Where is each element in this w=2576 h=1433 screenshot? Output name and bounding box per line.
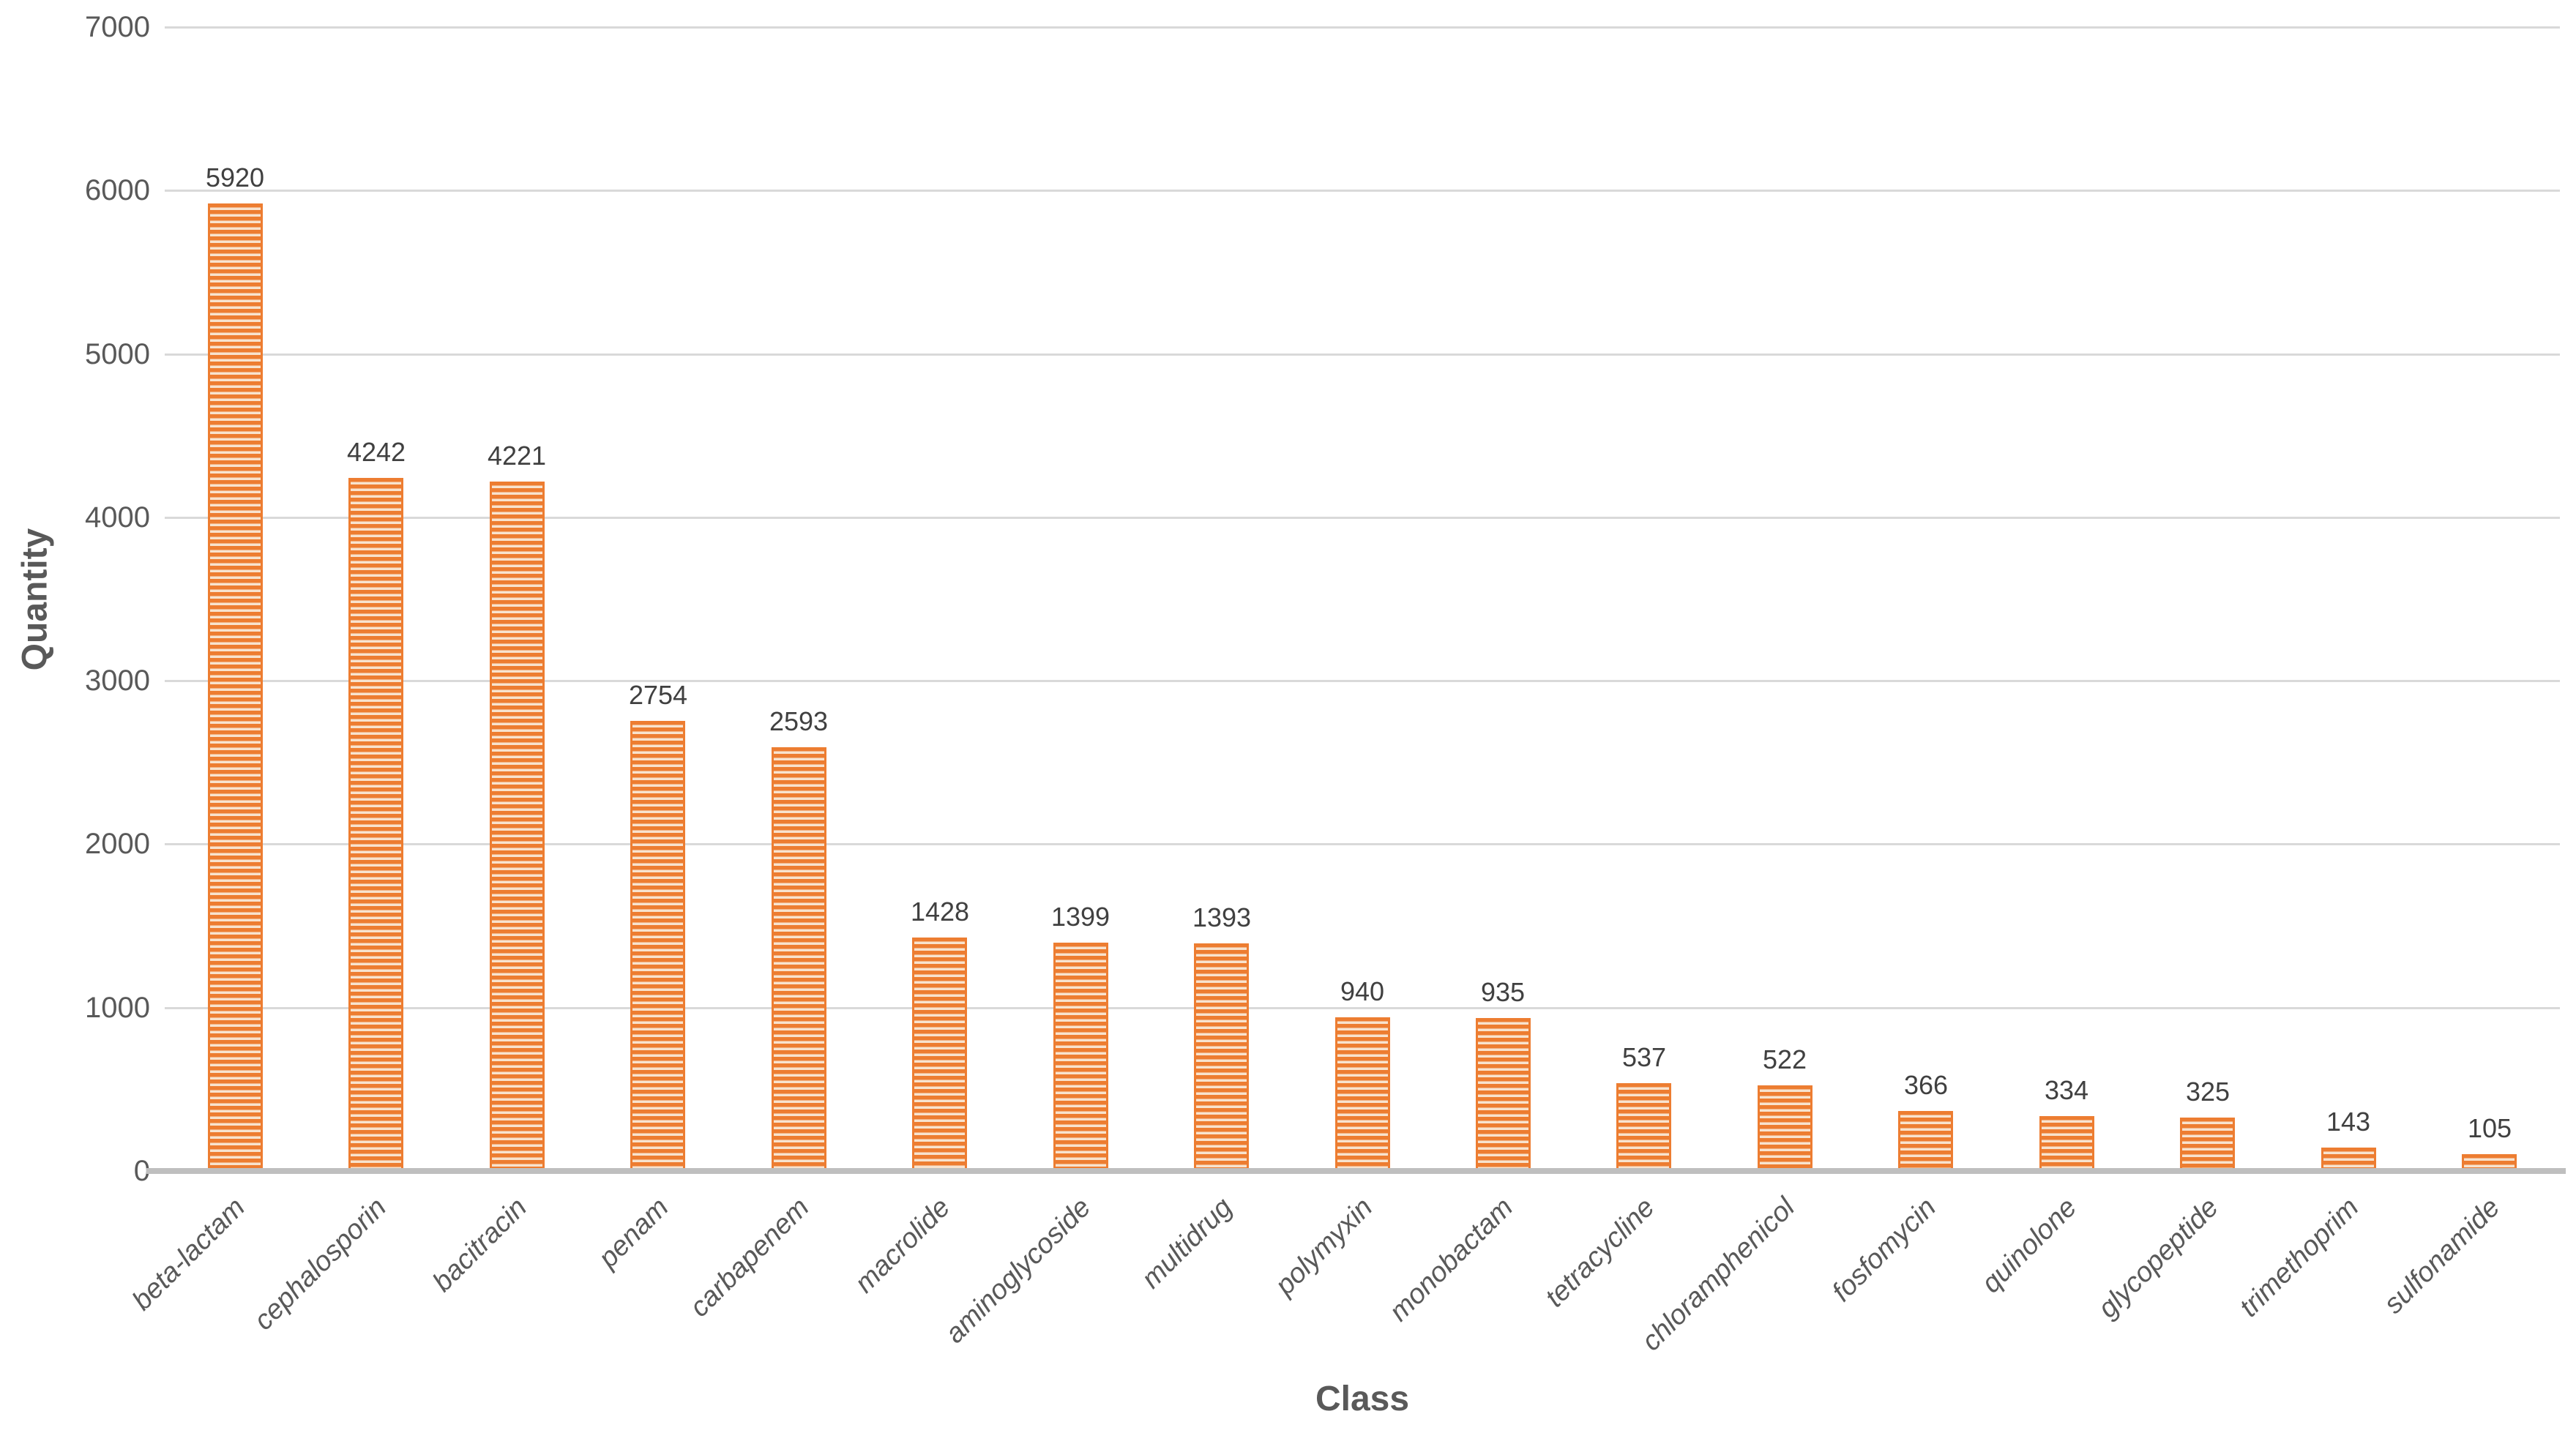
y-axis-title: Quantity [15,528,55,671]
bar [1758,1085,1812,1171]
category-label: quinolone [1976,1191,2083,1299]
bar-value-label: 366 [1903,1070,1949,1100]
category-label: glycopeptide [2091,1191,2225,1325]
gridline [165,843,2560,846]
bar-value-label: 143 [2326,1107,2371,1137]
category-label: fosfomycin [1826,1191,1943,1308]
bar-value-label: 1399 [1050,902,1110,932]
category-label: carbapenem [684,1191,815,1323]
bar [1194,943,1249,1171]
y-tick-label: 4000 [85,501,150,534]
category-label: macrolide [849,1191,957,1299]
bar [208,203,263,1171]
category-label: bacitracin [427,1191,534,1298]
bar [1898,1111,1953,1171]
x-axis-line [146,1168,2566,1174]
bar-value-label: 2593 [769,706,829,736]
y-tick-label: 0 [133,1155,150,1187]
bar [2180,1118,2235,1171]
bar-value-label: 1428 [910,897,970,927]
category-label: trimethoprim [2233,1191,2365,1323]
bar [490,482,545,1171]
bar-value-label: 105 [2467,1113,2512,1143]
y-tick-label: 6000 [85,174,150,207]
bar-value-label: 935 [1480,977,1526,1007]
bar-value-label: 334 [2044,1075,2089,1105]
bar [1476,1018,1531,1171]
bar-value-label: 522 [1762,1044,1807,1074]
y-tick-label: 2000 [85,828,150,861]
bar [2321,1148,2376,1171]
bar-value-label: 4221 [487,441,547,471]
category-label: cephalosporin [248,1191,393,1336]
bar [1616,1083,1671,1171]
category-label: polymyxin [1269,1191,1379,1301]
category-label: tetracycline [1539,1191,1661,1314]
gridline [165,190,2560,192]
bar [2039,1116,2094,1171]
bar-value-label: 325 [2185,1077,2230,1107]
bar-value-label: 537 [1621,1042,1667,1072]
bar [1335,1017,1390,1171]
category-label: penam [592,1191,675,1274]
gridline [165,26,2560,29]
bar [1053,943,1108,1171]
bar [630,721,685,1171]
category-label: aminoglycoside [939,1191,1097,1350]
y-tick-label: 5000 [85,337,150,370]
y-tick-label: 7000 [85,11,150,43]
y-tick-label: 3000 [85,665,150,697]
bar-value-label: 4242 [346,437,406,467]
category-label: sulfonamide [2378,1191,2506,1320]
gridline [165,1006,2560,1009]
y-tick-label: 1000 [85,991,150,1024]
bar-value-label: 1393 [1192,902,1252,932]
gridline [165,680,2560,683]
bar-value-label: 2754 [628,680,688,710]
bar-value-label: 940 [1340,976,1385,1006]
x-axis-title: Class [1315,1380,1410,1418]
plot-area: 5920 4242 4221 2754 2593 1428 1399 1393 940 935 53… [165,27,2560,1171]
gridline [165,516,2560,519]
bar [348,478,403,1171]
bar [772,747,826,1171]
bar-value-label: 5920 [205,162,265,192]
category-label: multidrug [1135,1191,1239,1295]
category-label: chloramphenicol [1636,1191,1802,1358]
category-label: beta-lactam [127,1191,252,1317]
bar [2462,1154,2517,1171]
category-label: monobactam [1384,1191,1520,1328]
bar [912,938,967,1171]
gridline [165,353,2560,356]
